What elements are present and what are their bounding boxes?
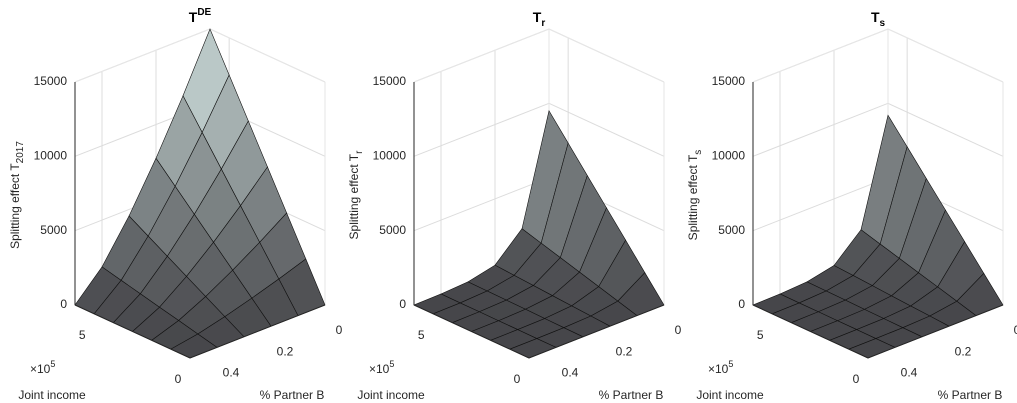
title-base: T	[189, 9, 198, 25]
chart-title: Ts	[871, 9, 886, 29]
x-axis	[413, 304, 530, 359]
z-tick-label: 5000	[718, 223, 745, 237]
z-tick-label: 15000	[712, 74, 746, 88]
x-axis-label: Joint income	[357, 388, 425, 402]
y-tick-label: 0	[1014, 323, 1017, 337]
z-label-sub: s	[693, 150, 704, 155]
chart-title: TDE	[189, 7, 212, 25]
x-exponent-base: ×10	[30, 362, 51, 376]
x-exponent-sup: 5	[728, 359, 733, 369]
y-tick-label: 0	[336, 323, 343, 337]
y-axis	[528, 304, 665, 359]
grid-line	[752, 177, 889, 232]
x-tick-label: 5	[79, 328, 86, 342]
y-axis-label: % Partner B	[938, 388, 1003, 402]
z-tick-label: 5000	[40, 223, 67, 237]
x-exponent-sup: 5	[50, 359, 55, 369]
grid-line	[413, 177, 550, 232]
title-base: T	[871, 9, 880, 25]
z-axis-label: Splitting effect T2017	[8, 141, 25, 249]
z-tick-label: 10000	[373, 149, 407, 163]
box-edge	[887, 28, 1004, 83]
z-label-base: Splitting effect T	[686, 154, 700, 240]
y-axis	[189, 304, 326, 359]
x-tick-label: 0	[175, 372, 182, 386]
x-axis-label: Joint income	[696, 388, 764, 402]
title-sub: s	[880, 18, 886, 29]
z-tick-label: 10000	[712, 149, 746, 163]
z-axis-label: Splitting effect Tr	[347, 150, 364, 240]
x-tick-label: 5	[757, 328, 764, 342]
surface-panel: 0 5000 10000 15000 0 5 0 0.2 0.4 TDE Splitting eff…	[8, 7, 342, 403]
y-axis	[867, 304, 1004, 359]
title-sup: DE	[197, 7, 211, 18]
y-tick-label: 0.4	[562, 366, 579, 380]
box-edge	[74, 28, 211, 83]
y-tick-label: 0	[675, 323, 682, 337]
x-tick-label: 0	[514, 372, 521, 386]
z-axis-label: Splitting effect Ts	[686, 150, 703, 241]
y-tick-label: 0.2	[277, 344, 294, 358]
chart-title: Tr	[533, 9, 546, 29]
z-tick-label: 15000	[373, 74, 407, 88]
box-edge	[209, 28, 326, 83]
y-tick-label: 0.4	[901, 366, 918, 380]
z-tick-label: 15000	[34, 74, 68, 88]
grid-line	[752, 102, 889, 157]
y-axis-label: % Partner B	[260, 388, 325, 402]
z-tick-label: 5000	[379, 223, 406, 237]
box-edge	[752, 28, 889, 83]
y-tick-label: 0.2	[955, 344, 972, 358]
x-tick-label: 0	[853, 372, 860, 386]
x-exponent: ×105	[708, 359, 733, 376]
x-exponent-base: ×10	[369, 362, 390, 376]
y-axis-label: % Partner B	[599, 388, 664, 402]
box-edge	[413, 28, 550, 83]
z-label-sub: 2017	[15, 141, 26, 164]
x-tick-label: 5	[418, 328, 425, 342]
x-exponent: ×105	[369, 359, 394, 376]
y-tick-label: 0.2	[616, 344, 633, 358]
box-edge	[548, 28, 665, 83]
z-tick-label: 10000	[34, 149, 68, 163]
z-label-base: Splitting effect T	[347, 153, 361, 239]
title-sub: r	[541, 18, 545, 29]
z-label-sub: r	[354, 150, 365, 154]
z-tick-label: 0	[399, 297, 406, 311]
z-tick-label: 0	[738, 297, 745, 311]
y-tick-label: 0.4	[223, 366, 240, 380]
grid-line	[413, 102, 550, 157]
x-exponent: ×105	[30, 359, 55, 376]
title-base: T	[533, 9, 542, 25]
x-exponent-base: ×10	[708, 362, 729, 376]
z-label-base: Splitting effect T	[8, 163, 22, 249]
x-exponent-sup: 5	[389, 359, 394, 369]
x-axis	[74, 304, 191, 359]
x-axis	[752, 304, 869, 359]
z-tick-label: 0	[60, 297, 67, 311]
x-axis-label: Joint income	[18, 388, 86, 402]
